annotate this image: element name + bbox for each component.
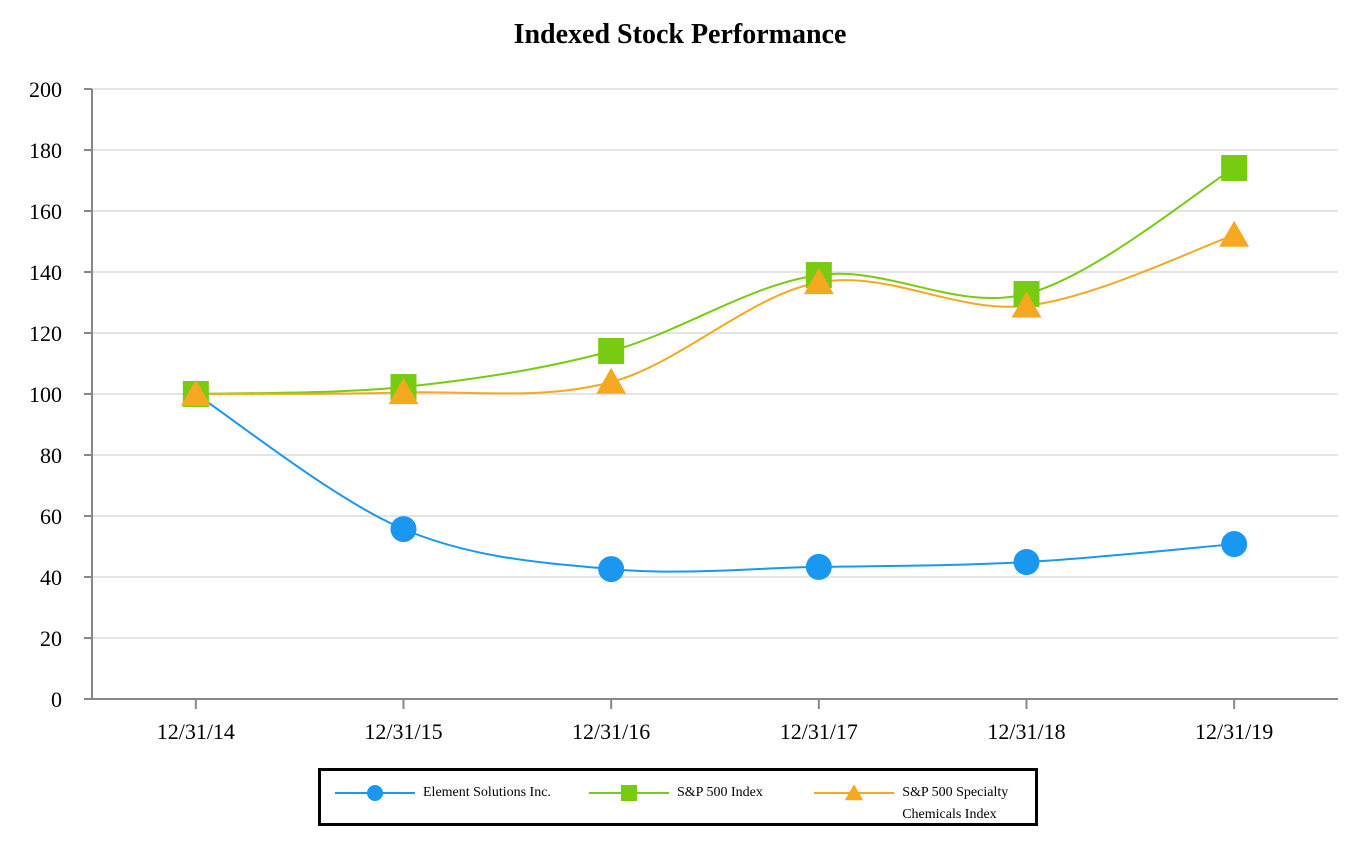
marker [596, 367, 627, 394]
y-tick-label: 80 [40, 443, 62, 468]
marker [803, 268, 834, 295]
y-tick-label: 140 [29, 260, 62, 285]
legend-icon [589, 785, 669, 801]
legend-label: S&P 500 Specialty Chemicals Index [902, 785, 1009, 822]
legend-icon [335, 785, 415, 801]
legend-item: S&P 500 Index [589, 783, 800, 804]
legend-label: S&P 500 Index [677, 785, 763, 800]
marker [1221, 531, 1248, 558]
marker [598, 337, 625, 364]
marker [1219, 220, 1250, 247]
marker [1011, 291, 1042, 318]
y-tick-label: 40 [40, 565, 62, 590]
marker [621, 785, 637, 801]
y-tick-label: 180 [29, 138, 62, 163]
marker [1221, 154, 1248, 181]
marker [180, 379, 211, 406]
legend-item: S&P 500 Specialty Chemicals Index [814, 783, 1035, 826]
marker [367, 785, 383, 801]
series-line [195, 234, 1235, 395]
chart-title: Indexed Stock Performance [514, 19, 847, 50]
y-tick-label: 100 [29, 382, 62, 407]
y-tick-label: 60 [40, 504, 62, 529]
marker [390, 516, 417, 543]
marker [598, 556, 625, 583]
x-tick-label: 12/31/17 [780, 719, 858, 744]
x-tick-label: 12/31/14 [157, 719, 235, 744]
series-line [195, 393, 1235, 573]
legend: Element Solutions Inc. S&P 500 Index S&P 5… [318, 768, 1038, 826]
marker [805, 553, 832, 580]
marker [845, 784, 864, 801]
y-tick-label: 120 [29, 321, 62, 346]
y-tick-label: 200 [29, 77, 62, 102]
marker [1013, 549, 1040, 576]
y-tick-label: 20 [40, 626, 62, 651]
legend-item: Element Solutions Inc. [335, 783, 575, 804]
x-tick-label: 12/31/18 [987, 719, 1065, 744]
y-tick-label: 0 [51, 687, 62, 712]
chart: Indexed Stock Performance 0 20 40 60 80 100 12… [29, 19, 1338, 744]
y-tick-label: 160 [29, 199, 62, 224]
x-tick-label: 12/31/16 [572, 719, 650, 744]
x-tick-label: 12/31/19 [1195, 719, 1273, 744]
legend-label: Element Solutions Inc. [423, 785, 551, 800]
x-tick-label: 12/31/15 [364, 719, 442, 744]
series-line [195, 167, 1235, 395]
legend-icon [814, 784, 895, 801]
marker [388, 378, 419, 405]
